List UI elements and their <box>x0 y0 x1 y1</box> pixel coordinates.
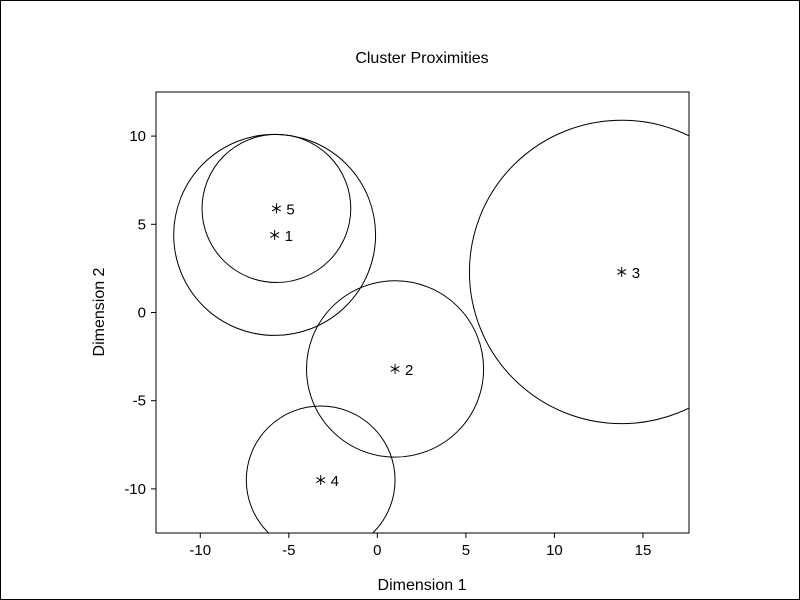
cluster-label-5: 5 <box>286 201 294 218</box>
cluster-marker-stroke <box>316 477 326 484</box>
x-tick-label: 0 <box>373 542 381 559</box>
y-tick-label: -5 <box>133 393 146 410</box>
y-tick-label: 0 <box>138 305 146 322</box>
y-axis-title: Dimension 2 <box>91 267 108 356</box>
y-axis-ticks: -10 -5 0 5 10 <box>124 128 156 498</box>
cluster-points: 1 2 3 4 5 <box>270 201 640 490</box>
cluster-label-4: 4 <box>331 473 339 490</box>
cluster-marker-3 <box>617 266 627 277</box>
cluster-circle-3 <box>468 119 689 425</box>
cluster-label-2: 2 <box>405 362 413 379</box>
cluster-marker-stroke <box>271 205 282 212</box>
cluster-marker-stroke <box>270 231 280 238</box>
plot-frame <box>155 91 690 534</box>
cluster-marker-stroke <box>617 268 627 275</box>
x-tick-label: -10 <box>189 542 211 559</box>
x-tick-label: 5 <box>462 542 470 559</box>
cluster-circles <box>173 119 689 533</box>
cluster-circle-5 <box>201 133 352 284</box>
x-tick-label: 10 <box>546 542 563 559</box>
cluster-marker-1 <box>270 229 280 240</box>
cluster-marker-4 <box>316 475 326 486</box>
cluster-circle-4 <box>245 405 396 533</box>
cluster-label-3: 3 <box>632 265 640 282</box>
chart-title: Cluster Proximities <box>355 50 488 67</box>
x-axis-ticks: -10 -5 0 5 10 15 <box>189 533 651 559</box>
cluster-marker-2 <box>390 363 400 374</box>
cluster-circle-2 <box>306 280 485 458</box>
x-tick-label: -5 <box>282 542 295 559</box>
y-tick-label: -10 <box>124 481 146 498</box>
x-axis-title: Dimension 1 <box>378 577 467 594</box>
cluster-label-1: 1 <box>285 228 293 245</box>
y-tick-label: 5 <box>138 216 146 233</box>
x-tick-label: 15 <box>635 542 652 559</box>
cluster-marker-5 <box>271 203 282 214</box>
cluster-marker-stroke <box>390 366 400 372</box>
y-tick-label: 10 <box>129 128 146 145</box>
